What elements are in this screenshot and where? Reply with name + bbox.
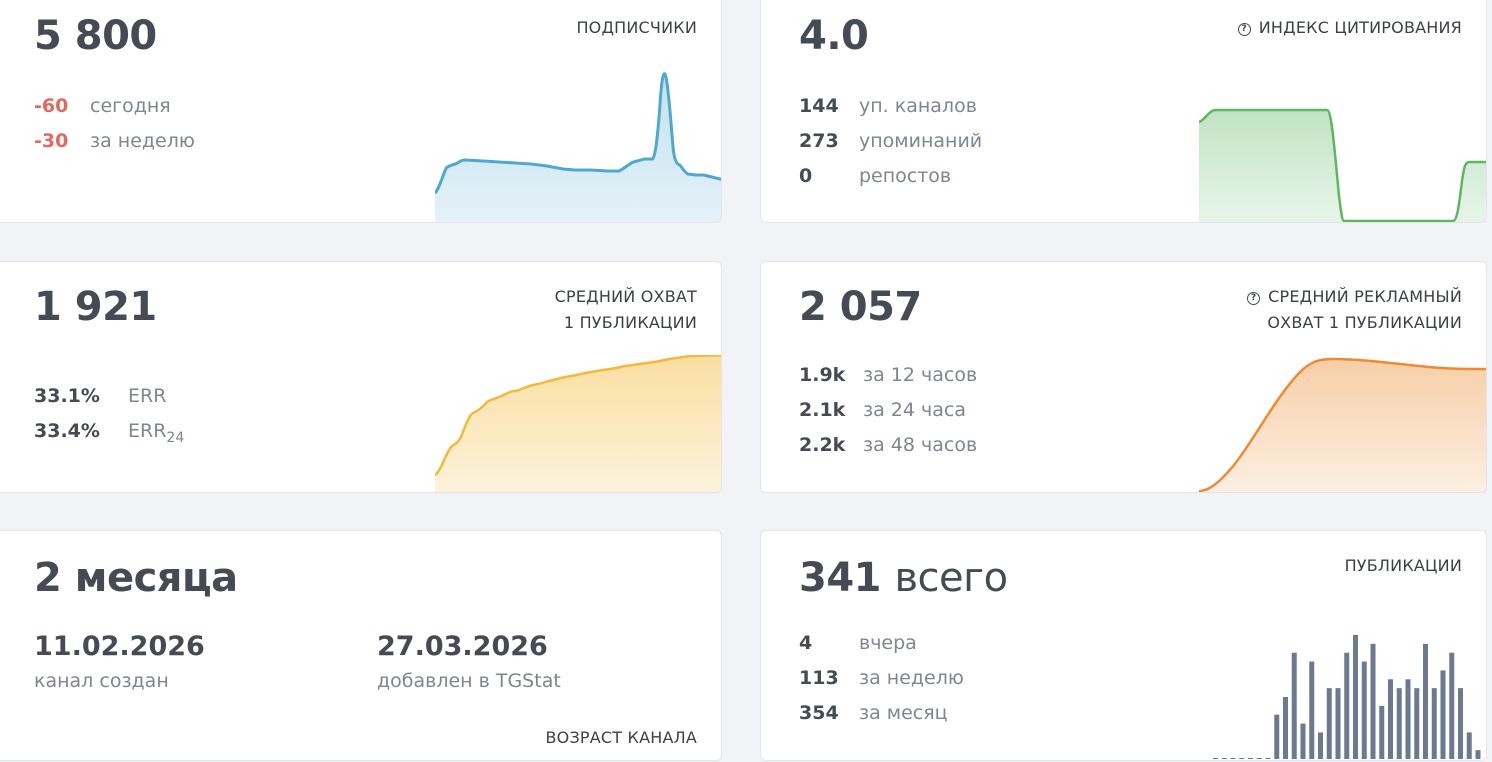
bar[interactable] [1396, 688, 1402, 759]
bar[interactable] [1466, 732, 1472, 759]
posts-bar-chart[interactable] [1211, 631, 1487, 761]
bar[interactable] [1274, 714, 1280, 759]
stat-24h: 2.1k за 24 часа [799, 399, 966, 421]
bar[interactable] [1221, 758, 1227, 759]
stat-posts-week: 113 за неделю [799, 667, 964, 689]
stat-week: -30 за неделю [34, 130, 195, 152]
stat-12h: 1.9k за 12 часов [799, 364, 978, 386]
bar[interactable] [1440, 670, 1446, 759]
created-date: 11.02.2026 [34, 631, 205, 662]
bar[interactable] [1414, 688, 1420, 759]
stat-err: 33.1% ERR [34, 385, 167, 407]
added-label: добавлен в TGStat [377, 670, 561, 692]
channel-age-card[interactable]: 2 месяца 11.02.2026 канал создан 27.03.2… [0, 530, 722, 761]
reach-value: 1 921 [34, 284, 157, 330]
reach-card[interactable]: 1 921 СРЕДНИЙ ОХВАТ 1 ПУБЛИКАЦИИ 33.1% ER… [0, 261, 722, 493]
bar[interactable] [1335, 688, 1341, 759]
bar[interactable] [1458, 688, 1463, 759]
stat-today: -60 сегодня [34, 95, 171, 117]
bar[interactable] [1326, 688, 1332, 759]
bar[interactable] [1423, 643, 1428, 759]
bar[interactable] [1353, 635, 1358, 759]
channel-age-title: ВОЗРАСТ КАНАЛА [545, 728, 697, 747]
bar[interactable] [1475, 750, 1481, 759]
question-circle-icon[interactable]: ? [1237, 23, 1251, 36]
subscribers-title: ПОДПИСЧИКИ [576, 18, 697, 37]
bar[interactable] [1265, 758, 1271, 759]
bar[interactable] [1405, 679, 1411, 759]
subscribers-value: 5 800 [34, 13, 157, 59]
stat-yesterday: 4 вчера [799, 632, 917, 654]
reach-chart[interactable] [435, 355, 722, 493]
bar[interactable] [1370, 643, 1376, 759]
bar[interactable] [1300, 723, 1306, 759]
bar[interactable] [1283, 697, 1288, 759]
added-date: 27.03.2026 [377, 631, 548, 662]
bar[interactable] [1291, 652, 1297, 759]
citation-chart[interactable] [1199, 106, 1487, 223]
bar[interactable] [1388, 679, 1393, 759]
bar[interactable] [1230, 758, 1236, 759]
stat-mention-channels: 144 уп. каналов [799, 95, 977, 117]
bar[interactable] [1256, 758, 1262, 759]
bar[interactable] [1344, 652, 1350, 759]
bar[interactable] [1309, 661, 1315, 759]
bar[interactable] [1213, 758, 1218, 759]
subscribers-card[interactable]: 5 800 ПОДПИСЧИКИ -60 сегодня -30 за неделю [0, 0, 722, 223]
subscribers-chart[interactable] [435, 71, 722, 223]
ad-reach-title: ? СРЕДНИЙ РЕКЛАМНЫЙ ОХВАТ 1 ПУБЛИКАЦИИ [1247, 284, 1462, 336]
stat-reposts: 0 репостов [799, 165, 952, 187]
posts-value: 341 всего [799, 555, 1008, 601]
citation-value: 4.0 [799, 13, 869, 59]
channel-age-value: 2 месяца [34, 555, 238, 601]
stat-posts-month: 354 за месяц [799, 702, 948, 724]
posts-title: ПУБЛИКАЦИИ [1344, 556, 1462, 575]
bar[interactable] [1248, 758, 1253, 759]
bar[interactable] [1379, 705, 1385, 759]
bar[interactable] [1318, 732, 1323, 759]
ad-reach-chart[interactable] [1199, 355, 1487, 493]
created-label: канал создан [34, 670, 169, 692]
posts-card[interactable]: 341 всего ПУБЛИКАЦИИ 4 вчера 113 за неделю… [760, 530, 1487, 761]
ad-reach-value: 2 057 [799, 284, 922, 330]
reach-title: СРЕДНИЙ ОХВАТ 1 ПУБЛИКАЦИИ [554, 287, 697, 332]
citation-card[interactable]: 4.0 ? ИНДЕКС ЦИТИРОВАНИЯ 144 уп. каналов 2… [760, 0, 1487, 223]
bar[interactable] [1239, 758, 1245, 759]
bar[interactable] [1449, 652, 1455, 759]
bar[interactable] [1361, 661, 1367, 759]
citation-title: ? ИНДЕКС ЦИТИРОВАНИЯ [1237, 15, 1462, 41]
question-circle-icon[interactable]: ? [1247, 292, 1261, 305]
bar[interactable] [1431, 688, 1437, 759]
stat-err24: 33.4% ERR24 [34, 420, 185, 446]
stat-mentions: 273 упоминаний [799, 130, 983, 152]
ad-reach-card[interactable]: 2 057 ? СРЕДНИЙ РЕКЛАМНЫЙ ОХВАТ 1 ПУБЛИКА… [760, 261, 1487, 493]
stat-48h: 2.2k за 48 часов [799, 434, 978, 456]
